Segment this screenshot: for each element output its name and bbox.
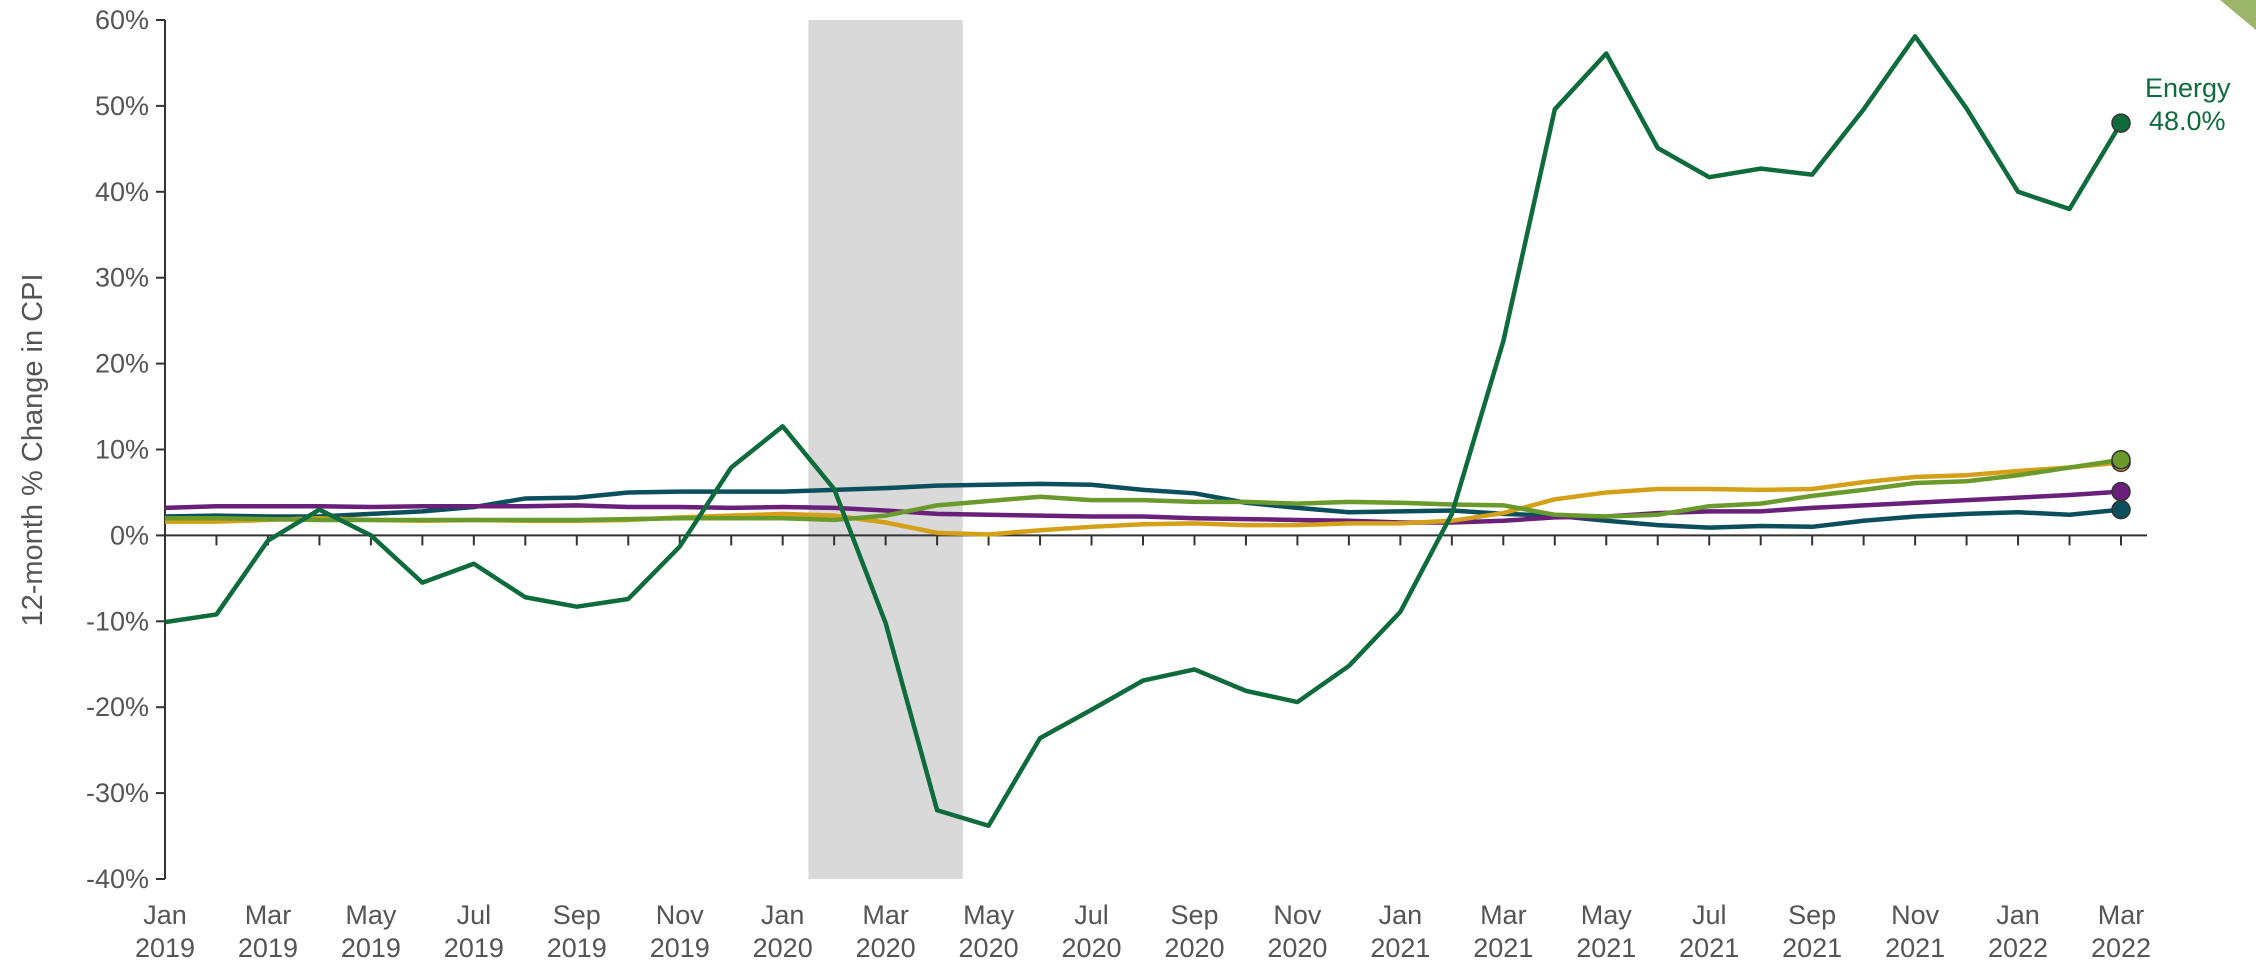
x-tick-label: Jul 2020 <box>1061 900 1121 961</box>
x-tick-label: Nov 2019 <box>650 900 710 961</box>
y-tick-label: 40% <box>95 177 149 207</box>
x-tick-label: Jan 2021 <box>1370 900 1430 961</box>
y-tick-label: -40% <box>86 864 149 894</box>
y-tick-label: 60% <box>95 5 149 35</box>
x-tick-label: Sep 2020 <box>1164 900 1224 961</box>
y-tick-label: 50% <box>95 91 149 121</box>
x-tick-label: Nov 2020 <box>1267 900 1327 961</box>
corner-decoration <box>2220 0 2256 30</box>
x-tick-label: Jul 2019 <box>444 900 504 961</box>
x-tick-label: Jan 2019 <box>135 900 195 961</box>
end-marker <box>2111 113 2131 133</box>
end-marker <box>2111 499 2131 520</box>
y-tick-label: 0% <box>110 520 149 550</box>
y-tick-label: 10% <box>95 435 149 465</box>
series-line <box>165 457 2122 523</box>
series-line <box>164 34 2123 828</box>
x-tick-label: Mar 2019 <box>238 900 298 961</box>
y-axis-label: 12-month % Change in CPI <box>17 273 49 626</box>
x-tick-label: Sep 2019 <box>547 900 607 961</box>
y-tick-label: 30% <box>95 263 149 293</box>
x-tick-label: Mar 2021 <box>1473 900 1533 961</box>
data-label: 48.0% <box>2149 106 2226 136</box>
x-tick-label: Jan 2022 <box>1988 900 2048 961</box>
x-tick-label: May 2021 <box>1576 900 1636 961</box>
y-tick-label: -30% <box>86 778 149 808</box>
end-marker <box>2111 450 2131 470</box>
x-tick-label: Sep 2021 <box>1782 900 1842 961</box>
end-marker <box>2111 481 2131 502</box>
x-tick-label: Mar 2020 <box>856 900 916 961</box>
x-tick-label: Jul 2021 <box>1679 900 1739 961</box>
x-tick-label: Jan 2020 <box>753 900 813 961</box>
x-tick-label: May 2019 <box>341 900 401 961</box>
y-tick-label: -10% <box>86 606 149 636</box>
series-line <box>164 489 2122 525</box>
x-tick-label: Nov 2021 <box>1885 900 1945 961</box>
x-tick-label: Mar 2022 <box>2091 900 2151 961</box>
y-tick-label: 20% <box>95 349 149 379</box>
x-tick-label: May 2020 <box>959 900 1019 961</box>
y-tick-label: -20% <box>86 692 149 722</box>
series-label: Energy <box>2145 73 2231 103</box>
shaded-period <box>808 20 963 879</box>
